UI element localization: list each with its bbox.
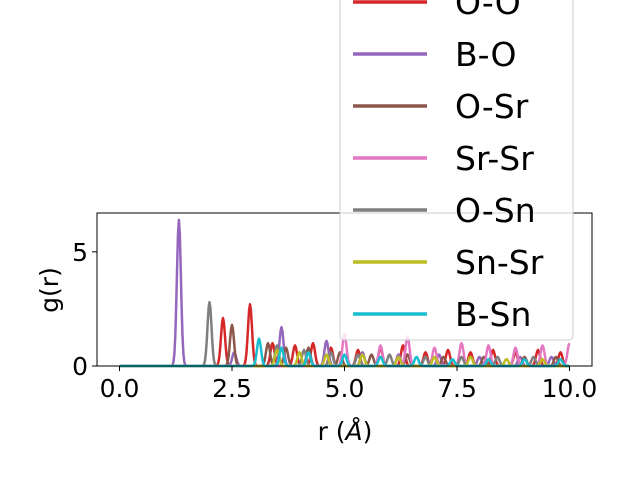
x-tick-label: 10.0 — [542, 374, 598, 403]
legend-items: O-O B-O O-Sr Sr-Sr O-Sn Sn-Sr B-Sn — [353, 0, 544, 334]
y-tick-label: 0 — [72, 352, 88, 381]
legend-label-o-o: O-O — [455, 0, 521, 22]
legend-label-sr-sr: Sr-Sr — [455, 139, 534, 178]
legend: O-O B-O O-Sr Sr-Sr O-Sn Sn-Sr B-Sn — [339, 0, 574, 341]
x-axis-label: r (Å) — [318, 417, 373, 446]
legend-label-b-o: B-O — [455, 35, 516, 74]
legend-label-o-sn: O-Sn — [455, 191, 536, 230]
y-axis-label: g(r) — [35, 267, 64, 313]
y-axis: 05 — [72, 238, 97, 381]
y-tick-label: 5 — [72, 238, 88, 267]
x-axis: 0.0 2.5 5.0 7.5 10.0 — [100, 366, 598, 403]
x-tick-label: 7.5 — [437, 374, 477, 403]
x-tick-label: 0.0 — [100, 374, 140, 403]
legend-box — [339, 0, 574, 341]
legend-label-o-sr: O-Sr — [455, 87, 529, 126]
legend-label-sn-sr: Sn-Sr — [455, 243, 544, 282]
x-tick-label: 5.0 — [325, 374, 365, 403]
legend-label-b-sn: B-Sn — [455, 295, 531, 334]
x-tick-label: 2.5 — [212, 374, 252, 403]
